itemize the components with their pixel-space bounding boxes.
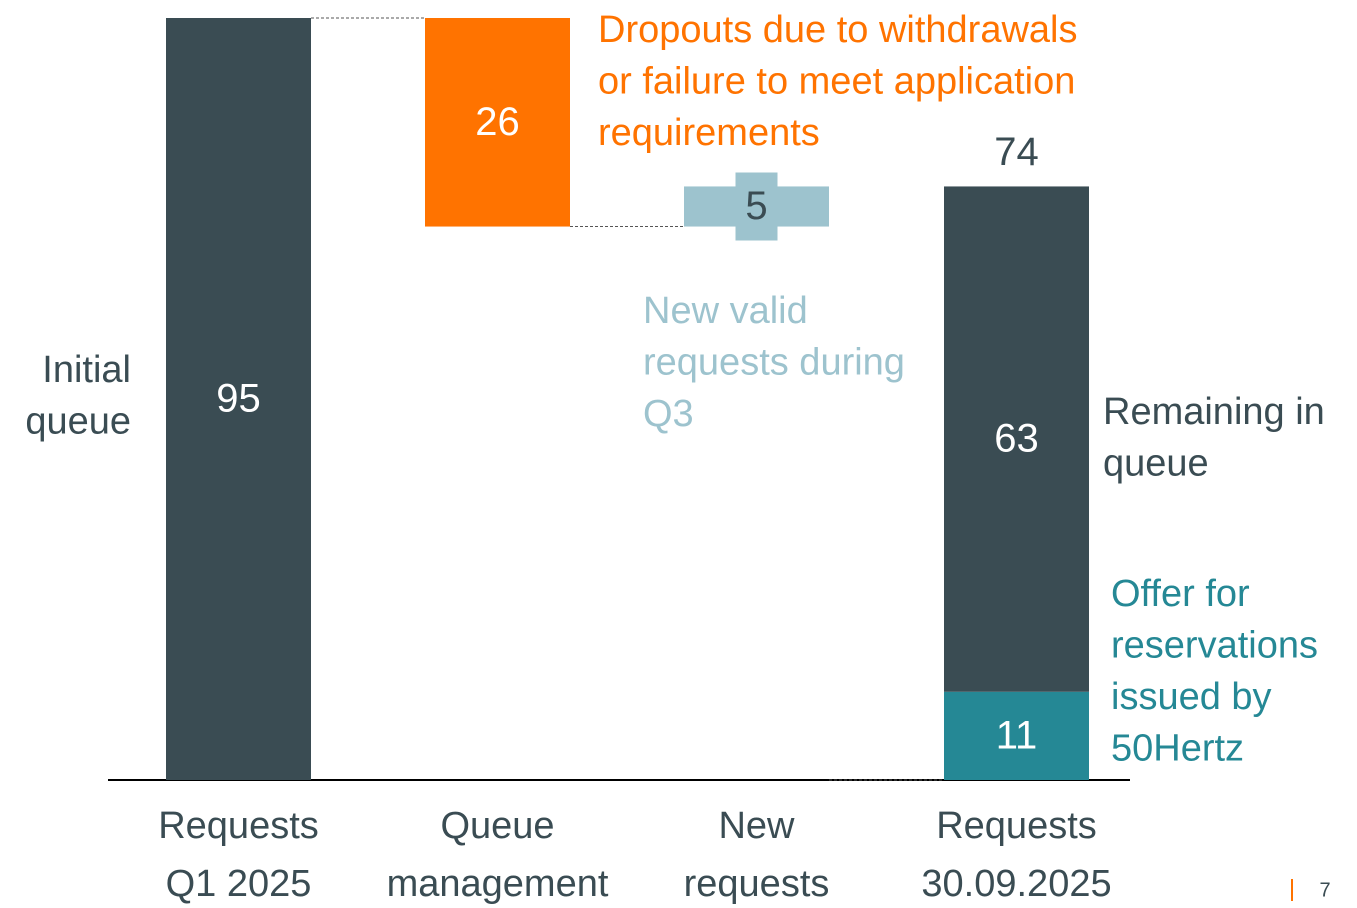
data-label: 11: [996, 713, 1038, 757]
annotation: 50Hertz: [1111, 728, 1244, 770]
annotation: or failure to meet application: [598, 61, 1075, 103]
x-tick-label: Q1 2025: [166, 863, 312, 905]
bar-segment: [944, 691, 1089, 780]
annotation: queue: [25, 401, 131, 443]
annotation: reservations: [1111, 625, 1318, 667]
bar-segment: [425, 18, 570, 227]
x-tick-label: management: [387, 863, 609, 905]
data-label: 5: [745, 184, 767, 228]
data-label: 26: [475, 100, 520, 144]
annotation: queue: [1103, 443, 1209, 485]
x-tick-label: Requests: [936, 805, 1097, 847]
annotation: Q3: [643, 393, 694, 435]
total-label: 74: [994, 130, 1039, 174]
x-tick-label: Queue: [440, 805, 554, 847]
annotation: requirements: [598, 112, 820, 154]
annotation: issued by: [1111, 676, 1272, 718]
annotation: Remaining in: [1103, 391, 1325, 433]
annotation: requests during: [643, 342, 905, 384]
bar-segment: [166, 18, 311, 780]
annotation: Dropouts due to withdrawals: [598, 9, 1077, 51]
x-tick-label: Requests: [158, 805, 319, 847]
x-tick-label: requests: [684, 863, 830, 905]
data-label: 95: [216, 377, 261, 421]
annotation: Initial: [42, 349, 131, 391]
annotation: New valid: [643, 290, 808, 332]
x-tick-label: 30.09.2025: [921, 863, 1111, 905]
label-background: [735, 172, 778, 241]
x-tick-label: New: [718, 805, 795, 847]
data-label: 63: [994, 417, 1039, 461]
page-number: 7: [1319, 879, 1330, 901]
annotation: Offer for: [1111, 573, 1250, 615]
bar-segment: [944, 186, 1089, 692]
